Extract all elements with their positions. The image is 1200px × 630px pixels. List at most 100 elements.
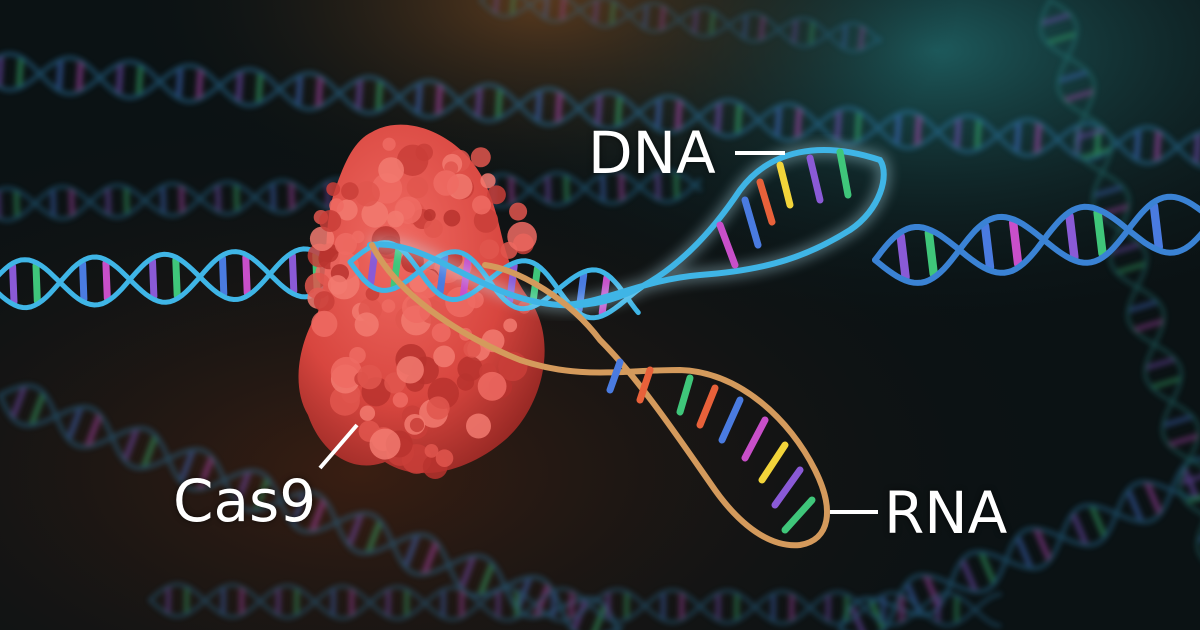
- cas9-protein: [298, 124, 545, 479]
- rna-base: [606, 358, 624, 394]
- base-pair: [1014, 120, 1022, 153]
- base-pair: [1034, 122, 1042, 155]
- base-pair: [347, 513, 364, 547]
- bg-helix: [478, 0, 882, 53]
- base-pair: [66, 406, 83, 440]
- base-pair: [1180, 474, 1200, 485]
- base-pair: [235, 470, 252, 504]
- dna-base: [741, 196, 762, 249]
- base-pair: [1009, 218, 1023, 268]
- guide-rna: [369, 242, 830, 549]
- base-pair: [614, 95, 623, 128]
- protein-bump: [470, 147, 491, 168]
- base-pair: [854, 110, 862, 143]
- base-pair: [600, 173, 606, 202]
- base-pair: [403, 534, 420, 568]
- base-pair: [692, 9, 699, 34]
- base-pair: [1162, 414, 1193, 428]
- protein-bump: [431, 323, 451, 343]
- protein-bump: [309, 226, 335, 251]
- base-pair: [215, 184, 222, 213]
- base-pair: [734, 102, 743, 135]
- backbone-strand: [1048, 0, 1200, 558]
- protein-bump: [423, 209, 436, 221]
- protein-bump: [457, 356, 483, 382]
- base-pair: [742, 14, 749, 39]
- base-pair: [868, 598, 886, 630]
- base-pair: [960, 559, 978, 593]
- protein-bump: [473, 208, 499, 233]
- protein-bump: [479, 239, 500, 260]
- base-pair: [555, 91, 563, 124]
- protein-bump: [319, 210, 342, 232]
- bg-helix: [0, 51, 1200, 168]
- base-pair: [1058, 70, 1089, 83]
- base-pair: [141, 435, 158, 469]
- base-pair: [29, 392, 46, 426]
- backbone-strand: [148, 583, 1002, 628]
- backbone-strand: [0, 393, 624, 630]
- base-pair: [10, 385, 27, 419]
- base-pair: [1149, 201, 1164, 252]
- base-pair: [545, 174, 551, 204]
- base-pair: [365, 520, 383, 554]
- base-pair: [175, 66, 184, 99]
- base-pair: [841, 24, 849, 49]
- dna-base: [756, 178, 776, 226]
- base-pair: [974, 118, 982, 151]
- foreground-molecules: [0, 124, 1200, 549]
- bg-helix: [148, 582, 1002, 628]
- base-pair: [1151, 376, 1182, 390]
- dna-base: [776, 161, 794, 209]
- protein-bump: [357, 364, 382, 390]
- protein-bump: [423, 219, 443, 238]
- base-pair: [674, 99, 683, 132]
- base-pair: [543, 0, 550, 19]
- base-pair: [56, 59, 64, 92]
- base-pair: [116, 63, 124, 95]
- protein-bump: [480, 173, 496, 189]
- backbone-strand: [0, 55, 1200, 168]
- cas9-leader-line: [318, 423, 359, 470]
- base-pair: [508, 176, 515, 205]
- backbone-strand: [838, 456, 1200, 630]
- protein-bump: [329, 385, 360, 416]
- base-pair: [32, 262, 41, 305]
- base-pair: [1181, 466, 1199, 499]
- base-pair: [0, 55, 4, 88]
- base-pair: [13, 189, 20, 219]
- protein-bump: [507, 221, 537, 252]
- base-pair: [219, 254, 228, 298]
- base-pair: [235, 70, 244, 103]
- protein-bump: [369, 428, 401, 460]
- base-pair: [122, 428, 139, 462]
- base-pair: [609, 0, 616, 26]
- protein-bump: [397, 144, 429, 176]
- protein-bump: [426, 396, 450, 420]
- base-pair: [375, 79, 383, 112]
- base-pair: [197, 456, 214, 490]
- protein-bump: [311, 310, 338, 337]
- base-pair: [288, 182, 295, 211]
- base-pair: [791, 19, 799, 44]
- base-pair: [978, 551, 997, 585]
- protein-bump: [387, 210, 404, 228]
- protein-bump: [354, 181, 380, 207]
- base-pair: [16, 56, 24, 89]
- protein-bump: [402, 293, 432, 323]
- backbone-strand: [478, 0, 882, 53]
- dna-base: [716, 221, 739, 269]
- protein-bump: [392, 392, 409, 408]
- backbone-strand: [872, 203, 1200, 276]
- base-pair: [655, 171, 661, 201]
- protein-bump: [378, 157, 404, 184]
- base-pair: [288, 252, 298, 295]
- backbone-strand: [0, 51, 1200, 166]
- base-pair: [50, 188, 57, 218]
- protein-bump: [313, 291, 335, 312]
- base-pair: [896, 231, 910, 282]
- base-pair: [178, 185, 185, 214]
- base-pair: [1133, 128, 1142, 161]
